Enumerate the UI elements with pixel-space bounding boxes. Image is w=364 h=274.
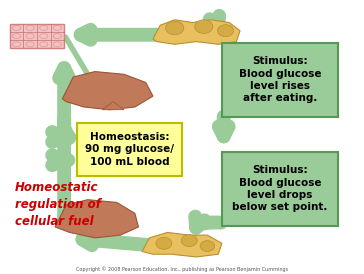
Circle shape xyxy=(156,237,172,249)
Text: Stimulus:
Blood glucose
level rises
after eating.: Stimulus: Blood glucose level rises afte… xyxy=(239,56,321,103)
FancyBboxPatch shape xyxy=(10,24,64,48)
Polygon shape xyxy=(102,102,124,110)
Text: Copyright © 2008 Pearson Education, Inc., publishing as Pearson Benjamin Cumming: Copyright © 2008 Pearson Education, Inc.… xyxy=(76,266,288,272)
Text: Homeostasis:
90 mg glucose/
100 mL blood: Homeostasis: 90 mg glucose/ 100 mL blood xyxy=(85,132,174,167)
Circle shape xyxy=(166,21,184,35)
Text: Stimulus:
Blood glucose
level drops
below set point.: Stimulus: Blood glucose level drops belo… xyxy=(232,165,328,212)
Polygon shape xyxy=(55,200,138,238)
Text: Homeostatic
regulation of
cellular fuel: Homeostatic regulation of cellular fuel xyxy=(15,181,101,228)
Circle shape xyxy=(200,241,215,252)
Circle shape xyxy=(181,235,197,247)
FancyBboxPatch shape xyxy=(222,43,338,116)
Polygon shape xyxy=(153,20,240,44)
FancyBboxPatch shape xyxy=(222,152,338,226)
FancyBboxPatch shape xyxy=(77,123,182,176)
Circle shape xyxy=(195,20,213,33)
Polygon shape xyxy=(62,72,153,110)
Circle shape xyxy=(218,25,233,37)
Polygon shape xyxy=(142,232,222,257)
